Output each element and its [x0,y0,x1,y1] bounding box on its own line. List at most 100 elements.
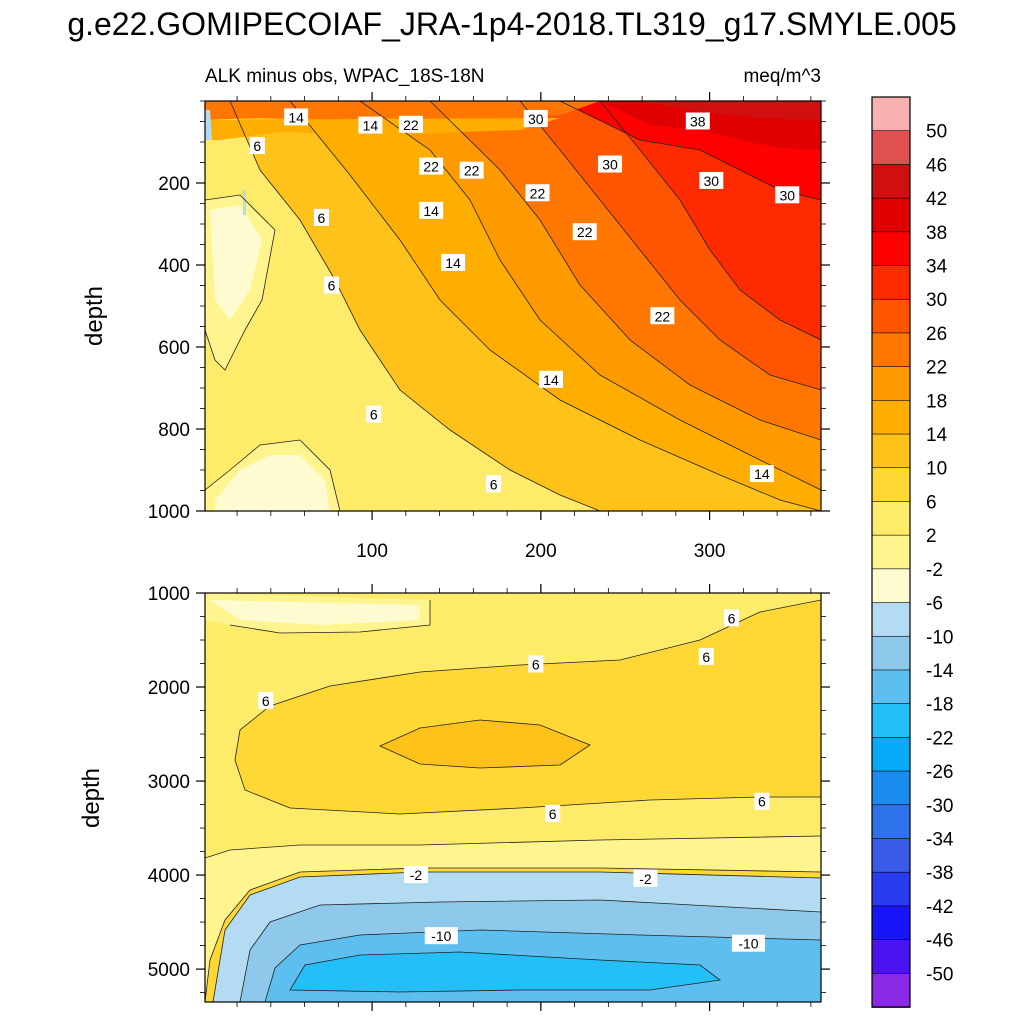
colorbar-label: -38 [926,863,953,884]
contour-label-bg [313,208,329,226]
colorbar-label: -30 [926,796,953,817]
colorbar-label: 6 [926,492,937,513]
lower-y-axis-label: depth [78,768,105,828]
contour-label: 38 [690,114,706,130]
contour-label-bg [324,276,340,294]
colorbar-swatch [871,366,911,402]
colorbar-label: -6 [926,594,943,615]
contour-label: -10 [431,928,451,944]
contour-label-bg [572,223,597,241]
colorbar-swatch [871,130,911,166]
colorbar-swatch [871,602,911,638]
upper-y-axis-label: depth [81,286,108,346]
page-title: g.e22.GOMIPECOIAF_JRA-1p4-2018.TL319_g17… [67,6,957,42]
contour-label-bg [486,475,502,493]
contour-label-bg [731,934,765,952]
colorbar-swatch [871,467,911,503]
contour-label: 30 [602,157,618,173]
chart-subtitle: ALK minus obs, WPAC_18S-18N [205,66,485,87]
colorbar-swatch [871,197,911,233]
contour-label-bg [424,927,458,945]
contour-label: -2 [639,871,652,887]
contour-label-bg [598,155,623,173]
colorbar-swatch [871,905,911,941]
contour-label-bg [366,405,382,423]
contour-label: 6 [532,656,540,672]
colorbar-label: -18 [926,695,953,716]
colorbar-label: -14 [926,661,954,682]
contour-label-bg [398,115,423,133]
contour-label-bg [523,110,548,128]
y-tick-label: 2000 [148,678,190,699]
colorbar-swatch [871,972,911,1008]
contour-label: 6 [262,693,270,709]
lower-plot-frame [204,592,822,1003]
contour-labels-layer: 14 14 22 30 38 6 22 22 30 30 30 22 6 14 22 14 6 22 14 6 14 6 6… [249,108,800,952]
contour-label-bg [419,201,444,219]
colorbar-swatch [871,635,911,671]
x-tick-label: 100 [356,541,388,562]
colorbar-swatch [871,298,911,334]
contour-label: 6 [318,210,326,226]
contour-label-bg [749,465,774,483]
contour-label: 14 [754,466,770,482]
colorbar-label: 10 [926,459,947,480]
colorbar-swatch [871,534,911,570]
x-tick-label: 200 [525,541,557,562]
y-tick-label: 3000 [148,772,190,793]
contour-label: 22 [464,163,480,179]
y-tick-label: 5000 [148,960,190,981]
contour-label-bg [419,157,444,175]
contour-label-bg [258,692,274,710]
colorbar-swatch [871,265,911,301]
colorbar-label: 38 [926,223,947,244]
colorbar-label: 42 [926,189,947,210]
colorbar-label: 18 [926,391,947,412]
axes-layer: 200 400 600 800 1000 100 200 300 1000 2000 3000 400… [148,92,830,1011]
colorbar-swatch [871,838,911,873]
contour-label: 30 [528,111,544,127]
chart-units: meq/m^3 [743,66,821,87]
colorbar-label: -50 [926,964,953,985]
contour-label: -10 [738,936,758,952]
contour-label-bg [525,184,550,202]
lower-panel-contour-fills [205,593,821,1002]
contour-label-bg [358,116,383,134]
contour-label: 14 [445,255,461,271]
contour-label: 22 [655,308,671,324]
contour-label: 30 [704,173,720,189]
colorbar-label: 46 [926,155,947,176]
y-tick-label: 800 [158,420,190,441]
colorbar-label: -42 [926,897,953,918]
y-tick-label: 600 [158,338,190,359]
contour-label: 14 [543,372,559,388]
y-tick-label: 200 [158,174,190,195]
colorbar-label: 14 [926,425,948,446]
y-tick-label: 1000 [148,502,190,523]
contour-label: 30 [779,187,795,203]
colorbar-swatch [871,871,911,907]
colorbar-label: 2 [926,526,937,547]
colorbar-label: 34 [926,257,948,278]
colorbar-swatch [871,332,911,368]
contour-label: 6 [549,806,557,822]
contour-label: 6 [490,476,498,492]
contour-label: 22 [530,185,546,201]
colorbar-swatch [871,433,911,469]
contour-label-bg [754,792,770,810]
colorbar-label: -46 [926,931,953,952]
upper-panel-contour-fills [205,101,821,511]
x-tick-label: 300 [694,541,726,562]
y-tick-label: 1000 [148,584,190,605]
colorbar-label: -2 [926,560,943,581]
colorbar-swatch [871,96,911,132]
contour-label: 6 [758,794,766,810]
colorbar: 50 46 42 38 34 30 26 22 18 14 10 6 2 -2 -6 -10 -14 -18 -22… [871,96,954,1008]
colorbar-swatch [871,770,911,806]
colorbar-swatch [871,400,911,435]
colorbar-swatch [871,669,911,705]
colorbar-swatch [871,703,911,739]
contour-label: 6 [702,649,710,665]
colorbar-label: -34 [926,829,954,850]
